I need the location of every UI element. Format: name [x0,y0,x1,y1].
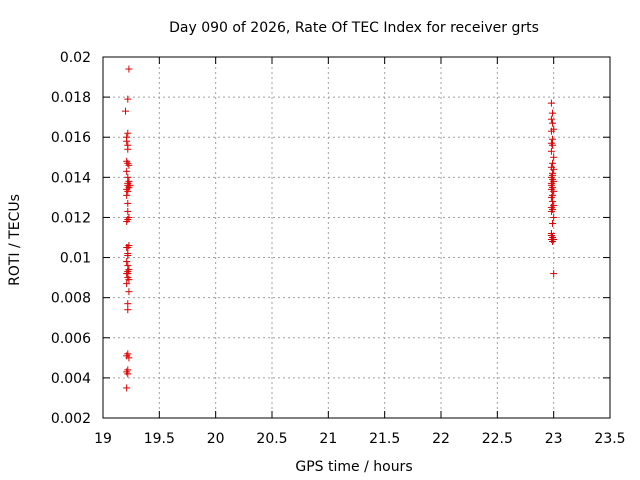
y-tick-label: 0.016 [51,130,91,146]
data-point [549,171,557,179]
data-point [549,219,557,227]
x-tick-label: 23 [545,431,563,447]
data-point [549,141,557,149]
data-points [122,65,558,392]
y-axis-label: ROTI / TECUs [7,194,23,286]
y-tick-label: 0.006 [51,331,91,347]
data-point [550,153,558,161]
x-axis-tick-labels: 19 19.5 20 20.5 21 21.5 22 22.5 23 23.5 [94,431,626,447]
data-point [123,244,131,252]
data-point [547,127,555,135]
data-point [124,262,132,270]
data-point [123,258,131,266]
x-axis-label: GPS time / hours [295,459,412,475]
data-point [549,159,557,167]
y-tick-label: 0.018 [51,90,91,106]
data-point [125,161,133,169]
data-point [550,165,558,173]
data-point [547,181,555,189]
data-point [547,115,555,123]
x-tick-label: 19 [94,431,112,447]
y-tick-label: 0.014 [51,170,91,186]
chart-title: Day 090 of 2026, Rate Of TEC Index for r… [169,20,539,36]
data-point [123,191,131,199]
y-axis-tick-labels: 0.002 0.004 0.006 0.008 0.01 0.012 0.014 0.016 0… [51,50,91,427]
data-point [550,270,558,278]
axis-ticks [102,56,611,419]
data-point [124,370,132,378]
data-point [547,147,555,155]
data-point [124,252,132,260]
data-point [124,95,132,103]
data-point [549,119,557,127]
data-point [123,167,131,175]
y-tick-label: 0.02 [60,50,91,66]
data-point [124,173,132,181]
data-point [125,276,133,284]
data-point [124,306,132,314]
x-tick-label: 20 [207,431,225,447]
data-point [124,145,132,153]
data-point [122,107,130,115]
data-point [549,238,557,246]
data-point [124,207,132,215]
y-tick-label: 0.004 [51,371,91,387]
y-tick-label: 0.008 [51,291,91,307]
data-point [547,193,555,201]
y-tick-label: 0.012 [51,210,91,226]
plot-frame [102,56,611,419]
data-point [549,197,557,205]
data-point [549,109,557,117]
data-point [125,65,133,73]
data-point [124,187,132,195]
data-point [123,217,131,225]
x-tick-label: 19.5 [144,431,175,447]
x-tick-label: 23.5 [594,431,625,447]
data-point [123,384,131,392]
data-point [124,199,132,207]
data-point [124,129,132,137]
y-tick-label: 0.01 [60,251,91,267]
data-point [125,288,133,296]
data-point [125,354,133,362]
x-tick-label: 22 [432,431,450,447]
y-tick-label: 0.002 [51,411,91,427]
data-point [123,270,131,278]
data-point [547,231,555,239]
x-tick-label: 21.5 [369,431,400,447]
data-point [547,99,555,107]
x-tick-label: 20.5 [256,431,287,447]
data-point [123,137,131,145]
data-point [550,187,558,195]
x-tick-label: 21 [319,431,337,447]
data-point [549,135,557,143]
grid [103,57,610,418]
data-point [123,280,131,288]
data-point [547,207,555,215]
data-point [550,213,558,221]
x-tick-label: 22.5 [482,431,513,447]
data-point [124,300,132,308]
